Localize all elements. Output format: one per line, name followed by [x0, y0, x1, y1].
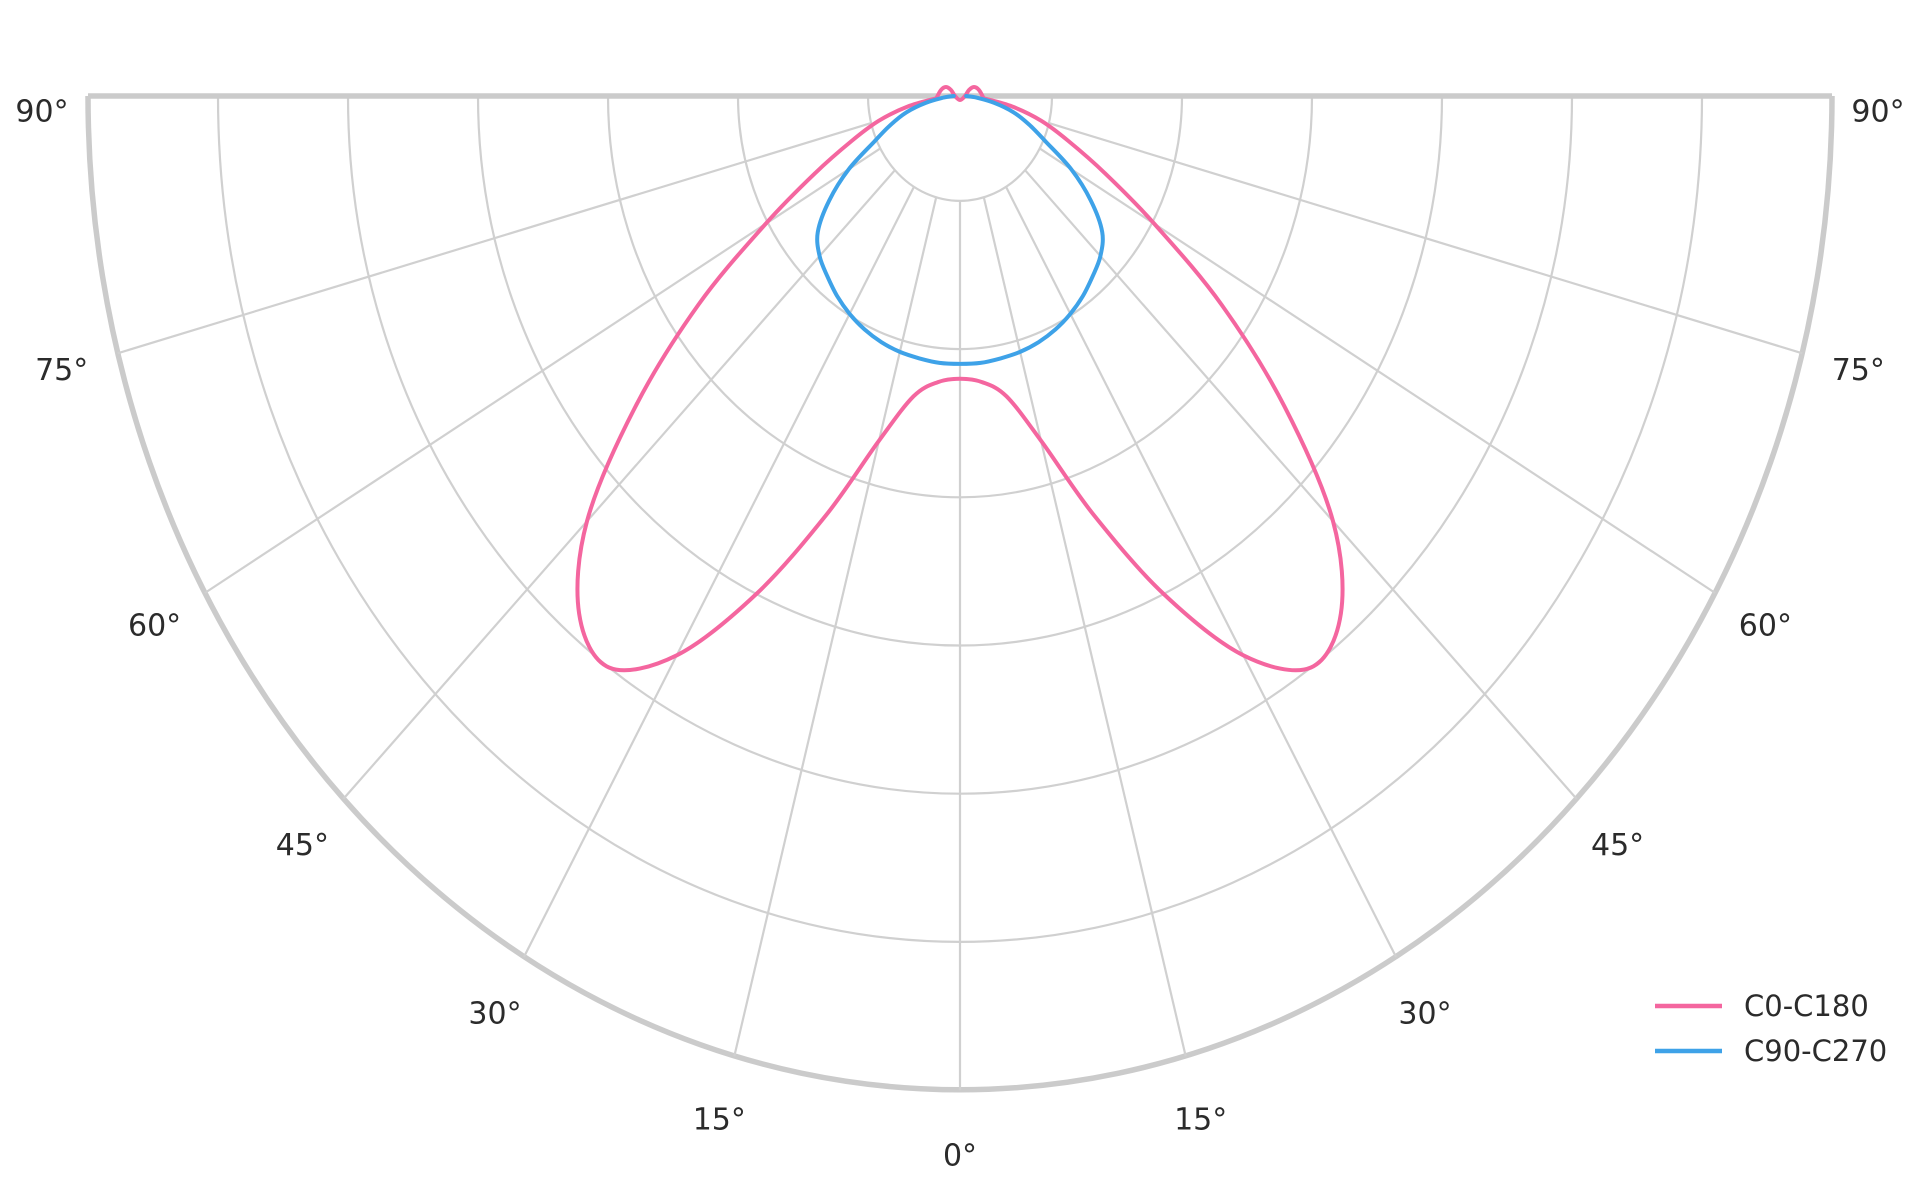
angle-gridlines: [117, 122, 1803, 1091]
angle-gridline-60deg: [1039, 147, 1716, 594]
angle-tick-label-right-75: 75°: [1832, 353, 1885, 388]
angle-tick-label-right-60: 60°: [1739, 609, 1792, 644]
legend-label-c90-c270: C90-C270: [1744, 1034, 1887, 1068]
curve-c90-c270: [815, 94, 1105, 366]
angle-gridline--45deg: [342, 169, 896, 800]
intensity-curves: [575, 85, 1345, 673]
angle-gridline-75deg: [1048, 122, 1803, 355]
legend-label-c0-c180: C0-C180: [1744, 989, 1869, 1023]
angle-gridline--15deg: [733, 197, 938, 1057]
angle-gridline--75deg: [117, 122, 872, 355]
angle-tick-label-right-45: 45°: [1591, 828, 1644, 863]
angle-tick-label-right-15: 15°: [1174, 1103, 1227, 1138]
angle-gridline-45deg: [1024, 169, 1578, 800]
legend: C0-C180 C90-C270: [1655, 989, 1887, 1068]
curve-c0-c180: [575, 85, 1345, 673]
angle-gridline-15deg: [982, 197, 1187, 1057]
angle-tick-label-0: 0°: [943, 1139, 977, 1174]
angle-tick-label-left-30: 30°: [468, 997, 521, 1032]
angle-tick-label-left-90: 90°: [15, 95, 68, 130]
angle-tick-label-left-60: 60°: [128, 609, 181, 644]
angle-gridline-30deg: [1005, 186, 1397, 958]
angle-tick-label-right-30: 30°: [1398, 997, 1451, 1032]
inner-hole-arc: [866, 95, 1054, 202]
angle-tick-label-left-15: 15°: [693, 1103, 746, 1138]
angle-tick-label-left-45: 45°: [276, 828, 329, 863]
angle-gridline--30deg: [523, 186, 915, 958]
angle-tick-label-left-75: 75°: [35, 353, 88, 388]
angle-tick-label-right-90: 90°: [1851, 95, 1904, 130]
angle-gridline--60deg: [204, 147, 881, 594]
angle-tick-labels: 90° 75° 60° 45° 30° 15° 0° 15° 30° 45° 60° 75° 90°: [15, 95, 1904, 1174]
